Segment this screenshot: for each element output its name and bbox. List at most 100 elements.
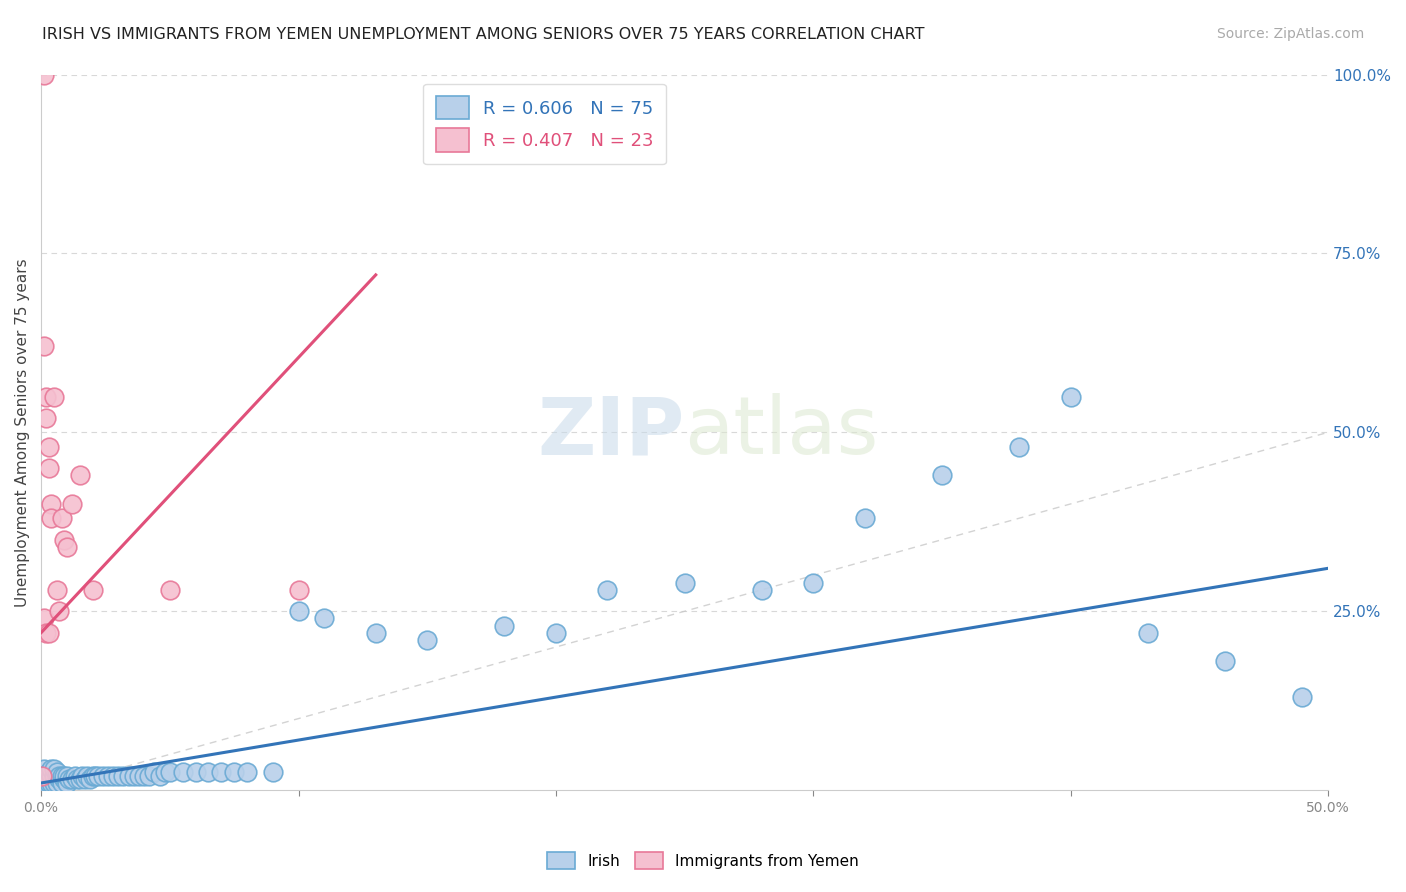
Point <box>31 769 53 783</box>
Point <box>1060 390 1083 404</box>
Point <box>41 769 63 783</box>
Point <box>45 769 67 783</box>
Point <box>58 772 80 787</box>
Point <box>1213 654 1236 668</box>
Point <box>32 68 55 82</box>
Point <box>32 776 55 790</box>
Legend: R = 0.606   N = 75, R = 0.407   N = 23: R = 0.606 N = 75, R = 0.407 N = 23 <box>423 84 666 164</box>
Point <box>35 776 58 790</box>
Point <box>159 582 181 597</box>
Point <box>48 769 70 783</box>
Point <box>66 772 89 787</box>
Point <box>38 461 60 475</box>
Point <box>38 772 60 787</box>
Point <box>82 769 104 783</box>
Point <box>416 632 439 647</box>
Point <box>287 604 309 618</box>
Point <box>364 625 387 640</box>
Point <box>35 390 58 404</box>
Point <box>314 611 336 625</box>
Point <box>801 575 824 590</box>
Point <box>224 765 246 780</box>
Point <box>45 765 67 780</box>
Point <box>69 772 91 787</box>
Point <box>45 776 67 790</box>
Point <box>38 625 60 640</box>
Point <box>53 769 76 783</box>
Point <box>32 769 55 783</box>
Point <box>32 611 55 625</box>
Point <box>544 625 567 640</box>
Point <box>41 511 63 525</box>
Point <box>42 776 65 790</box>
Point <box>53 533 76 547</box>
Point <box>41 762 63 776</box>
Point <box>931 468 953 483</box>
Point <box>1136 625 1159 640</box>
Text: IRISH VS IMMIGRANTS FROM YEMEN UNEMPLOYMENT AMONG SENIORS OVER 75 YEARS CORRELAT: IRISH VS IMMIGRANTS FROM YEMEN UNEMPLOYM… <box>42 27 925 42</box>
Point <box>184 765 207 780</box>
Point <box>84 769 107 783</box>
Point <box>32 339 55 353</box>
Point <box>38 765 60 780</box>
Point <box>1008 440 1031 454</box>
Legend: Irish, Immigrants from Yemen: Irish, Immigrants from Yemen <box>541 846 865 875</box>
Point <box>122 769 145 783</box>
Point <box>45 582 67 597</box>
Point <box>41 497 63 511</box>
Point <box>751 582 773 597</box>
Point <box>56 776 79 790</box>
Point <box>73 772 96 787</box>
Point <box>172 765 194 780</box>
Point <box>38 440 60 454</box>
Point <box>32 762 55 776</box>
Point <box>97 769 120 783</box>
Point <box>117 769 139 783</box>
Point <box>48 772 70 787</box>
Point <box>51 776 73 790</box>
Point <box>112 769 135 783</box>
Point <box>60 772 83 787</box>
Point <box>72 769 94 783</box>
Point <box>48 604 70 618</box>
Point <box>132 769 155 783</box>
Point <box>138 769 160 783</box>
Point <box>63 769 86 783</box>
Text: ZIP: ZIP <box>537 393 685 471</box>
Point <box>51 769 73 783</box>
Text: Source: ZipAtlas.com: Source: ZipAtlas.com <box>1216 27 1364 41</box>
Point <box>35 625 58 640</box>
Point <box>76 769 98 783</box>
Point <box>53 772 76 787</box>
Point <box>56 540 79 554</box>
Point <box>287 582 309 597</box>
Point <box>51 511 73 525</box>
Point <box>153 765 176 780</box>
Point <box>1291 690 1313 705</box>
Point <box>107 769 129 783</box>
Point <box>103 769 125 783</box>
Point <box>60 497 83 511</box>
Point <box>236 765 259 780</box>
Y-axis label: Unemployment Among Seniors over 75 years: Unemployment Among Seniors over 75 years <box>15 258 30 607</box>
Point <box>38 776 60 790</box>
Point <box>42 769 65 783</box>
Point <box>56 769 79 783</box>
Point <box>42 390 65 404</box>
Point <box>82 582 104 597</box>
Point <box>69 468 91 483</box>
Point <box>673 575 696 590</box>
Point <box>91 769 114 783</box>
Point <box>128 769 150 783</box>
Point <box>159 765 181 780</box>
Point <box>87 769 110 783</box>
Point <box>35 769 58 783</box>
Point <box>143 765 166 780</box>
Point <box>42 762 65 776</box>
Text: atlas: atlas <box>685 393 879 471</box>
Point <box>262 765 284 780</box>
Point <box>209 765 232 780</box>
Point <box>197 765 219 780</box>
Point <box>596 582 619 597</box>
Point <box>853 511 876 525</box>
